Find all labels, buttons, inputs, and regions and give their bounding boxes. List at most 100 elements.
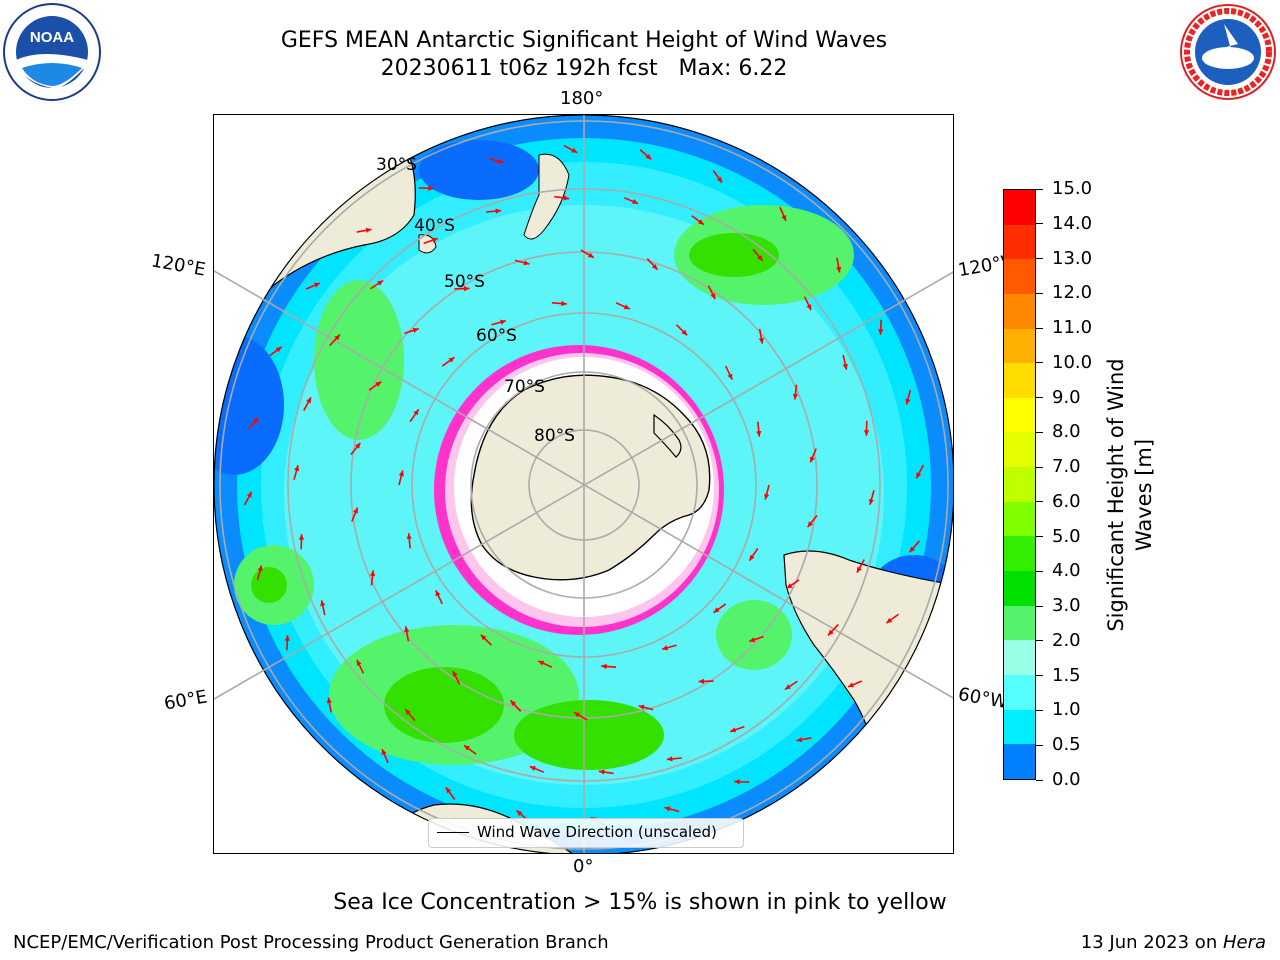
wave-peak-4 [384,667,504,743]
wave-direction-arrowhead [538,660,545,666]
colorbar-segment [1004,293,1035,329]
wave-direction-arrowhead [698,219,704,225]
low-wave-patch-2 [419,140,539,200]
wave-direction-arrowhead [796,737,803,743]
wave-direction-arrowhead [464,745,470,751]
wave-direction-arrowhead [730,727,737,733]
colorbar-tick-label: 1.0 [1052,699,1081,721]
title-line-2: 20230611 t06z 192h fcst Max: 6.22 [380,56,788,81]
wave-direction-arrowhead [848,682,855,688]
wave-direction-arrowhead [428,185,434,191]
wave-direction-arrowhead [681,329,688,336]
wave-direction-arrowhead [326,697,332,704]
colorbar-tick-mark [1036,605,1043,607]
colorbar-tick-mark [1036,188,1043,190]
wave-direction-arrowhead [909,546,916,553]
wave-direction-arrowhead [306,397,312,404]
colorbar-segment [1004,605,1035,641]
lon-label-0: 0° [573,856,594,877]
colorbar-tick-label: 1.5 [1052,664,1081,686]
wave-direction-arrowhead [369,570,376,577]
colorbar-segment [1004,501,1035,537]
footer-machine: Hera [1222,932,1266,953]
wave-direction-arrowhead [497,158,504,164]
colorbar-segment [1004,224,1035,260]
colorbar-tick-label: 0.5 [1052,734,1081,756]
antarctic-peninsula [653,413,682,458]
colorbar-tick-label: 7.0 [1052,456,1081,478]
noaa-logo: NOAA [2,2,102,102]
wind-wave-arrows [243,144,925,826]
colorbar-segment [1004,709,1035,745]
colorbar-tick-mark [1036,779,1043,781]
wave-direction-arrowhead [257,565,263,572]
colorbar-segment [1004,397,1035,433]
wave-direction-arrowhead [587,252,594,258]
colorbar-tick-mark [1036,431,1043,433]
colorbar-segments [1004,190,1035,779]
wave-direction-arrowhead [404,626,410,633]
colorbar-tick-mark [1036,501,1043,503]
wave-direction-arrowhead [734,779,740,785]
colorbar-segment [1004,363,1035,398]
wave-direction-arrowhead [334,334,340,341]
wave-direction-arrowhead [758,337,764,344]
map-legend: Wind Wave Direction (unscaled) [428,818,744,848]
wave-direction-arrowhead [298,534,305,540]
wave-peak-1 [689,233,779,277]
colorbar-tick-mark [1036,570,1043,572]
wave-direction-arrowhead [445,787,452,794]
colorbar-tick-mark [1036,397,1043,399]
colorbar-tick-mark [1036,362,1043,364]
colorbar [1003,189,1036,780]
wave-direction-arrowhead [294,465,300,472]
chart-title: GEFS MEAN Antarctic Significant Height o… [0,27,1168,83]
wave-direction-arrowhead [381,749,387,756]
low-wave-patch-1 [214,335,284,475]
tasmania-land [418,234,437,254]
wave-direction-arrowhead [435,590,441,597]
wave-direction-arrowhead [529,766,536,771]
colorbar-tick-label: 0.0 [1052,769,1081,790]
wave-direction-arrowhead [905,398,911,405]
colorbar-segment [1004,640,1035,675]
colorbar-segment [1004,744,1035,779]
wave-direction-arrowhead [354,442,361,449]
wave-direction-arrowhead [664,806,671,812]
wave-peak-3 [251,567,287,603]
wave-direction-arrowhead [246,491,252,498]
new-zealand-land [523,153,570,240]
colorbar-tick-mark [1036,258,1043,260]
wave-direction-arrowhead [632,199,639,204]
colorbar-tick-label: 5.0 [1052,525,1081,547]
colorbar-tick-mark [1036,744,1043,746]
wave-direction-arrowhead [786,583,793,589]
colorbar-tick-mark [1036,466,1043,468]
colorbar-label-line-1: Significant Height of Wind [1104,358,1128,632]
colorbar-tick-label: 14.0 [1052,212,1093,234]
wave-direction-arrowhead [784,684,791,690]
wave-direction-arrowhead [886,617,893,624]
wave-blob-2 [314,280,404,440]
wave-direction-arrowhead [749,637,756,643]
colorbar-segment [1004,259,1035,294]
wave-direction-arrowhead [727,373,733,380]
colorbar-tick-mark [1036,675,1043,677]
wave-direction-arrowhead [623,304,630,310]
sea-ice-annotation: Sea Ice Concentration > 15% is shown in … [333,890,947,915]
wave-direction-arrowhead [666,756,673,762]
wave-direction-arrowhead [713,607,720,613]
wave-direction-arrowhead [756,431,762,437]
wave-direction-arrowhead [698,678,705,684]
footer-left: NCEP/EMC/Verification Post Processing Pr… [13,932,609,953]
legend-label: Wind Wave Direction (unscaled) [477,823,717,841]
lat-label-40s: 40°S [414,216,455,236]
lat-label-70s: 70°S [504,377,545,397]
wave-direction-arrowhead [828,629,834,636]
wave-direction-arrowhead [431,237,438,243]
map-canvas: 30°S 40°S 50°S 60°S 70°S 80°S [214,115,953,853]
colorbar-tick-label: 10.0 [1052,351,1093,373]
wave-direction-arrowhead [356,659,362,666]
antarctica-land [470,374,711,581]
colorbar-tick-label: 2.0 [1052,629,1081,651]
